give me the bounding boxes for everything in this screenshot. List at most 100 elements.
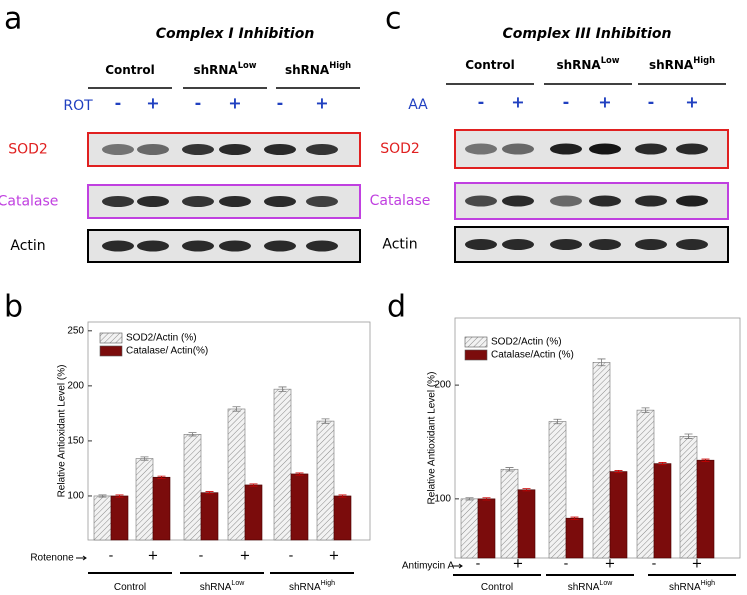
- error-bar: [553, 418, 562, 425]
- blot-band: [676, 143, 708, 155]
- blot-band: [182, 144, 214, 155]
- blot-band: [264, 196, 296, 207]
- bar: [244, 484, 263, 541]
- blot-box: [87, 229, 361, 263]
- group-label: Control: [105, 63, 155, 77]
- y-tick-label: 100: [67, 491, 84, 502]
- row-label: Actin: [382, 237, 417, 253]
- group-label-text: shRNA: [556, 58, 601, 72]
- treatment-sign: +: [511, 93, 524, 112]
- blot-band: [306, 144, 338, 155]
- row-label: Catalase: [370, 193, 431, 209]
- error-bar: [465, 497, 474, 501]
- blot-box: [454, 226, 729, 263]
- group-label-sup: Low: [238, 60, 257, 70]
- x-axis-label: Antimycin A: [402, 561, 455, 572]
- bar: [609, 471, 628, 559]
- y-axis-label: Relative Antioxidant Level (%): [57, 365, 68, 498]
- group-label: shRNALow: [556, 55, 619, 72]
- y-tick-label: 200: [434, 380, 451, 391]
- group-label: shRNALow: [193, 60, 256, 77]
- blot-band: [137, 144, 169, 155]
- bar: [696, 459, 715, 559]
- blot-band: [219, 196, 251, 207]
- blot-band: [465, 195, 497, 207]
- group-label-sup: High: [701, 580, 716, 587]
- x-tick-label: +: [329, 549, 340, 564]
- x-axis-label: Rotenone: [30, 553, 74, 564]
- y-tick-label: 150: [67, 436, 84, 447]
- error-bar: [140, 456, 149, 461]
- blot-band: [589, 195, 621, 207]
- group-label-text: Control: [105, 63, 155, 77]
- group-label: Control: [114, 582, 146, 593]
- legend-label: SOD2/Actin (%): [126, 333, 197, 344]
- legend-swatch: [99, 332, 123, 344]
- blot-band: [137, 196, 169, 207]
- blot-band: [635, 239, 667, 250]
- x-tick-label: -: [289, 549, 294, 564]
- bar: [500, 468, 519, 559]
- x-tick-label: +: [240, 549, 251, 564]
- error-bar: [295, 472, 304, 476]
- blot-band: [465, 239, 497, 250]
- treatment-sign: -: [648, 93, 655, 112]
- group-label-sup: Low: [601, 55, 620, 65]
- treatment-sign: +: [146, 94, 159, 113]
- row-label: SOD2: [8, 142, 48, 158]
- treatment-label: ROT: [63, 98, 93, 114]
- x-tick-label: +: [692, 557, 703, 572]
- x-tick-label: -: [476, 557, 481, 572]
- blot-box: [454, 129, 729, 169]
- group-label: shRNALow: [200, 580, 245, 592]
- error-bar: [157, 475, 166, 479]
- x-tick-label: +: [148, 549, 159, 564]
- error-bar: [658, 462, 667, 466]
- error-bar: [278, 386, 287, 392]
- group-label-text: shRNA: [285, 63, 330, 77]
- group-label-text: shRNA: [568, 582, 600, 593]
- error-bar: [338, 494, 347, 498]
- group-label: shRNAHigh: [285, 60, 351, 77]
- group-label: shRNAHigh: [669, 580, 715, 592]
- panel-letter: c: [385, 2, 402, 37]
- blot-band: [219, 144, 251, 155]
- bar: [135, 458, 154, 541]
- legend-label: Catalase/ Actin(%): [126, 346, 208, 357]
- error-bar: [701, 458, 710, 462]
- blot-band: [306, 196, 338, 207]
- blot-box: [87, 184, 361, 219]
- y-tick-label: 200: [67, 380, 84, 391]
- x-tick-label: +: [513, 557, 524, 572]
- error-bar: [505, 467, 514, 472]
- row-label: Actin: [10, 238, 45, 254]
- group-label: Control: [481, 582, 513, 593]
- panel-letter: b: [4, 290, 23, 325]
- bar: [183, 434, 202, 541]
- panel-letter: a: [4, 2, 22, 37]
- x-label-arrow: [452, 563, 463, 569]
- group-label-text: Control: [481, 582, 513, 593]
- treatment-sign: +: [685, 93, 698, 112]
- bar: [517, 489, 536, 559]
- error-bar: [684, 433, 693, 439]
- group-label: shRNAHigh: [289, 580, 335, 592]
- blot-band: [502, 195, 534, 207]
- error-bar: [570, 516, 579, 520]
- row-label: SOD2: [380, 141, 420, 157]
- error-bar: [232, 406, 241, 412]
- bar: [110, 495, 129, 541]
- blot-band: [182, 196, 214, 207]
- bar: [565, 517, 584, 559]
- group-label-sup: High: [329, 60, 351, 70]
- blot-band: [219, 240, 251, 252]
- error-bar: [321, 418, 330, 424]
- group-label-sup: High: [693, 55, 715, 65]
- group-label-sup: Low: [599, 580, 613, 587]
- treatment-sign: +: [598, 93, 611, 112]
- blot-band: [264, 240, 296, 252]
- blot-band: [676, 195, 708, 207]
- bar: [227, 408, 246, 541]
- y-axis-label: Relative Antioxidant Level (%): [427, 372, 438, 505]
